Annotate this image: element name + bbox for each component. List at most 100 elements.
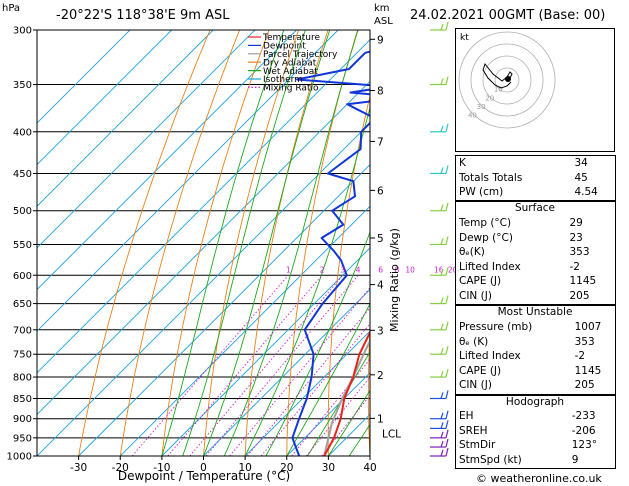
index-row-k: K 34 (455, 156, 616, 171)
hpa-unit-label: hPa (2, 3, 21, 14)
wind-barb (430, 429, 449, 439)
mixing-ratio-axis-label: Mixing Ratio (g/kg) (388, 228, 401, 332)
wind-barb (430, 420, 449, 430)
surface-value: 353 (569, 246, 590, 258)
pressure-tick-label: 800 (13, 373, 32, 384)
index-row-totals: Totals Totals 45 (455, 171, 616, 186)
surface-box (455, 201, 616, 305)
parcel-trajectory-profile (323, 338, 370, 456)
mixing-ratio-label: 16 (434, 265, 444, 274)
indices-table: K 34 Totals Totals 45 PW (cm) 4.54 (455, 156, 616, 200)
surface-label: Lifted Index (459, 260, 521, 273)
surface-row: Temp (°C) 29 (455, 216, 616, 231)
pressure-tick-label: 750 (13, 350, 32, 361)
mixing-ratio-label: 2 (320, 265, 325, 274)
hodo-label: StmSpd (kt) (459, 453, 522, 466)
lcl-label: LCL (382, 428, 401, 440)
hodo-label: StmDir (459, 439, 496, 451)
hodograph-unit-label: kt (460, 33, 469, 43)
surface-value: 29 (569, 217, 583, 229)
surface-row: CIN (J) 205 (455, 289, 616, 304)
mu-label: Lifted Index (459, 350, 521, 362)
isotherm-line (37, 30, 172, 166)
mu-row: CAPE (J) 1145 (455, 364, 616, 379)
surface-label: θₑ(K) (459, 246, 485, 258)
index-label: PW (cm) (459, 186, 504, 198)
asl-unit-label: ASL (374, 16, 393, 27)
hodo-value: 123° (571, 439, 598, 451)
wet-adiabat-line (161, 30, 285, 456)
dry-adiabat-line (78, 30, 211, 456)
dry-adiabat-line (407, 30, 446, 456)
dry-adiabat-line (203, 30, 300, 456)
wind-barb (430, 202, 449, 212)
most-unstable-table: Pressure (mb) 1007 θₑ (K) 353 Lifted Index… (455, 320, 616, 393)
location-title: -20°22'S 118°38'E 9m ASL (56, 8, 230, 23)
pressure-tick-label: 350 (13, 80, 32, 91)
pressure-tick-label: 850 (13, 394, 32, 405)
mixing-ratio-line (229, 287, 370, 456)
wind-barb (430, 438, 449, 448)
isotherm-line (37, 30, 131, 124)
mu-row: Lifted Index -2 (455, 349, 616, 364)
pressure-tick-label: 700 (13, 325, 32, 336)
altitude-tick-label: 7 (377, 136, 384, 148)
legend-label: Parcel Trajectory (263, 50, 338, 60)
pressure-tick-label: 300 (13, 26, 32, 37)
isotherm-line (37, 80, 370, 416)
wet-adiabat-line (265, 230, 370, 456)
surface-label: Dewp (°C) (459, 231, 513, 244)
altitude-tick-label: 5 (377, 233, 384, 245)
hodo-label: EH (459, 410, 474, 422)
temperature-tick-label: 10 (238, 462, 251, 474)
isotherm-line (203, 288, 370, 456)
mu-value: 1007 (574, 321, 602, 333)
temperature-tick-label: -20 (112, 462, 129, 474)
dewpoint-profile (291, 50, 370, 456)
surface-value: 1145 (569, 275, 597, 287)
mu-label: Pressure (mb) (459, 321, 533, 333)
index-label: Totals Totals (459, 171, 523, 184)
mu-row: CIN (J) 205 (455, 378, 616, 393)
hodograph-trace (482, 62, 513, 89)
hodo-value: 9 (571, 453, 579, 466)
hodograph-ring (470, 43, 544, 117)
hodo-row: StmDir 123° (455, 438, 616, 453)
temperature-tick-label: 0 (200, 462, 207, 474)
dry-adiabat-line (119, 30, 241, 456)
mu-value: -2 (574, 350, 586, 362)
altitude-tick-label: 9 (377, 34, 384, 46)
altitude-tick-label: 8 (377, 86, 384, 98)
mixing-ratio-line (189, 275, 344, 456)
index-value: 4.54 (574, 186, 598, 198)
hodograph-ring (482, 55, 532, 105)
datetime-title: 24.02.2021 00GMT (Base: 00) (410, 8, 606, 23)
mixing-ratio-label: 6 (378, 265, 383, 274)
surface-title: Surface (514, 202, 555, 214)
isotherm-line (37, 30, 339, 332)
pressure-tick-label: 450 (13, 169, 32, 180)
mu-value: 1145 (574, 364, 602, 377)
isotherm-line (37, 122, 370, 456)
wind-barb (430, 165, 449, 175)
legend-label: Temperature (262, 33, 320, 43)
isotherm-line (78, 163, 370, 456)
pressure-tick-label: 1000 (7, 452, 32, 463)
hodograph-ring (458, 31, 556, 129)
mu-value: 205 (574, 379, 595, 391)
hodo-row: EH -233 (455, 409, 616, 424)
wind-barb (430, 21, 449, 31)
temperature-tick-label: -30 (70, 462, 87, 474)
pressure-tick-label: 550 (13, 240, 32, 251)
mixing-ratio-label: 20 (448, 265, 455, 274)
surface-label: CIN (J) (459, 289, 492, 302)
wet-adiabat-line (182, 30, 306, 456)
pressure-tick-label: 400 (13, 127, 32, 138)
surface-label: Temp (°C) (459, 217, 512, 229)
isotherm-line (37, 30, 256, 249)
surface-row: Lifted Index -2 (455, 260, 616, 275)
legend-label: Wet Adiabat (263, 67, 318, 77)
temperature-tick-label: 40 (363, 462, 376, 474)
hodo-row: SREH -206 (455, 424, 616, 439)
